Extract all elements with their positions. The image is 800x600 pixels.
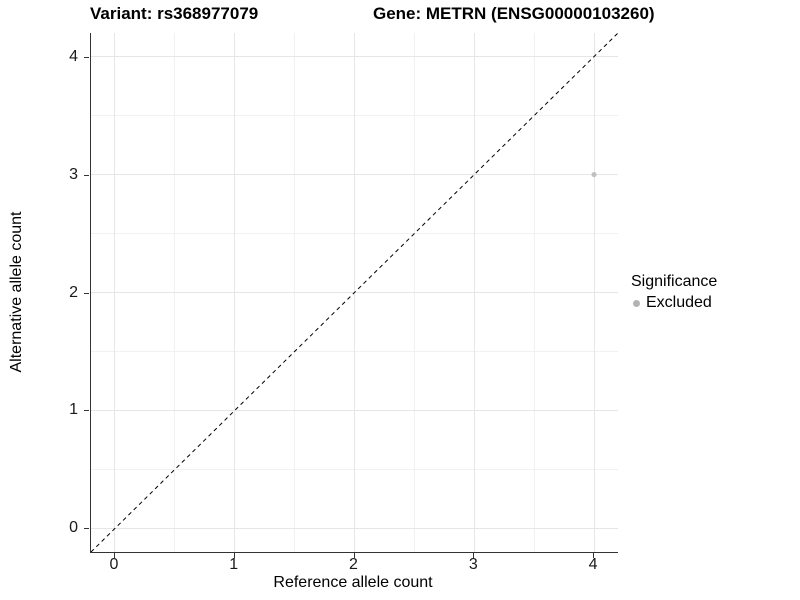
gridline-major-h	[91, 527, 618, 529]
gridline-major-h	[91, 409, 618, 411]
plot-panel	[90, 33, 618, 553]
y-tick-mark	[84, 528, 89, 530]
y-axis-title: Alternative allele count	[8, 211, 25, 373]
x-tick-label: 0	[109, 556, 119, 573]
legend: Significance Excluded	[631, 273, 717, 312]
data-point	[591, 171, 597, 178]
x-tick-label: 4	[588, 556, 598, 573]
legend-title: Significance	[631, 273, 718, 290]
gridline-major-h	[91, 56, 618, 58]
legend-point-icon	[633, 299, 640, 307]
y-tick-mark	[84, 56, 89, 58]
y-tick-mark	[84, 292, 89, 294]
legend-entry: Excluded	[633, 294, 717, 312]
x-tick-label: 2	[349, 556, 358, 573]
y-tick-label: 3	[69, 165, 78, 183]
y-tick-label: 2	[69, 283, 78, 301]
y-tick-label: 1	[69, 401, 78, 419]
variant-title: Variant: rs368977079	[90, 4, 259, 23]
x-tick-mark	[473, 553, 475, 558]
x-axis-title: Reference allele count	[273, 574, 433, 591]
legend-entry-label: Excluded	[646, 294, 712, 311]
legend-entries: Excluded	[631, 294, 717, 312]
gridline-major-h	[91, 174, 618, 176]
y-tick-label: 0	[69, 519, 78, 537]
x-tick-label: 3	[468, 556, 478, 573]
y-tick-mark	[84, 410, 89, 412]
x-tick-mark	[113, 553, 115, 558]
plot-layer	[91, 33, 618, 552]
gene-title: Gene: METRN (ENSG00000103260)	[373, 4, 655, 23]
y-tick-label: 4	[69, 47, 78, 65]
identity-line	[91, 33, 618, 552]
y-tick-mark	[84, 174, 89, 176]
x-tick-mark	[233, 553, 235, 558]
x-tick-mark	[593, 553, 595, 558]
x-tick-label: 1	[229, 556, 239, 573]
x-tick-mark	[353, 553, 355, 558]
